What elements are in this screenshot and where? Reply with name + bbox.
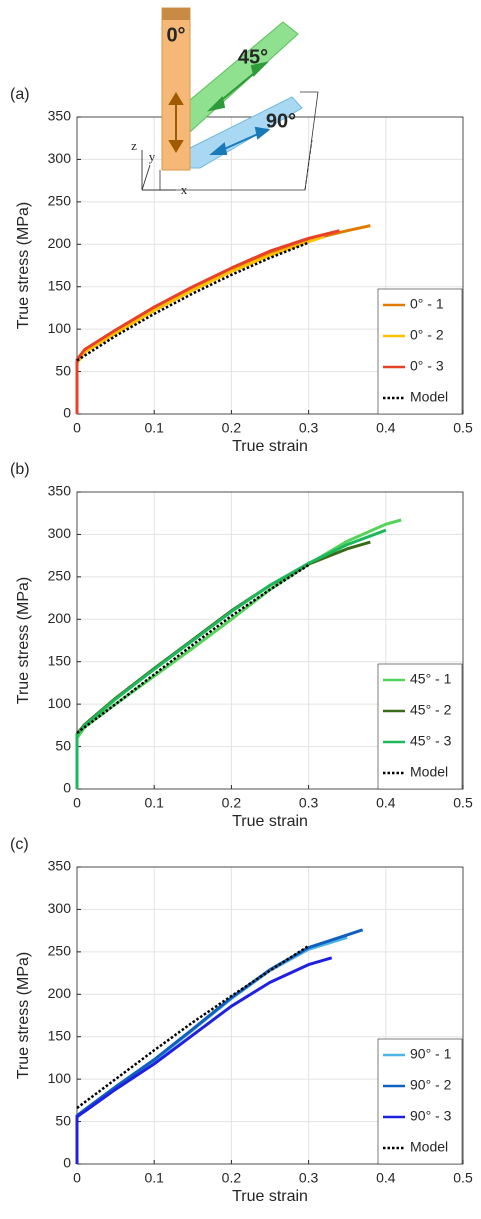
legend: 90° - 1 90° - 2 90° - 3 Model — [377, 1038, 463, 1165]
y-axis-label: True stress (MPa) — [15, 952, 32, 1079]
bar-0-top — [162, 8, 190, 20]
x-tick-label: 0.5 — [453, 420, 473, 436]
legend-label: Model — [410, 389, 448, 405]
legend-label: 90° - 3 — [410, 1108, 452, 1124]
legend-label: Model — [410, 1139, 448, 1155]
y-tick-label: 200 — [48, 985, 72, 1001]
y-tick-label: 150 — [48, 1027, 72, 1043]
legend: 45° - 1 45° - 2 45° - 3 Model — [377, 663, 463, 790]
x-tick-label: 0 — [73, 795, 81, 811]
series-line — [76, 241, 310, 362]
legend: 0° - 1 0° - 2 0° - 3 Model — [377, 288, 463, 415]
plots: 0 0.1 0.2 0.3 0.4 0.5 0 50 100 150 200 250 300 350 Tru… — [10, 86, 473, 1205]
y-tick-label: 300 — [48, 525, 72, 541]
series-line — [76, 944, 310, 1109]
x-tick-label: 0.2 — [222, 1170, 242, 1186]
arrow-45 — [206, 61, 270, 112]
inset-label: x — [181, 182, 188, 197]
legend-label: 0° - 2 — [410, 327, 444, 343]
subplot: 0 0.1 0.2 0.3 0.4 0.5 0 50 100 150 200 250 300 350 Tru… — [10, 836, 473, 1205]
y-axis-label: True stress (MPa) — [15, 202, 32, 329]
x-axis-label: True strain — [232, 1188, 308, 1205]
x-tick-label: 0.1 — [144, 795, 164, 811]
y-tick-label: 350 — [48, 858, 72, 874]
x-axis-label: True strain — [232, 438, 308, 455]
legend-label: 45° - 2 — [410, 702, 452, 718]
legend-label: 90° - 1 — [410, 1046, 452, 1062]
arrow-90 — [209, 126, 271, 155]
x-tick-label: 0.3 — [299, 1170, 319, 1186]
y-axis-label: True stress (MPa) — [15, 577, 32, 704]
x-tick-label: 0.2 — [222, 795, 242, 811]
series-line — [76, 563, 310, 734]
x-tick-label: 0.3 — [299, 420, 319, 436]
y-tick-label: 50 — [55, 737, 71, 753]
legend-box — [377, 1038, 463, 1165]
y-tick-label: 250 — [48, 568, 72, 584]
coord-axes — [141, 150, 176, 191]
y-tick-label: 350 — [48, 483, 72, 499]
x-tick-label: 0.1 — [144, 1170, 164, 1186]
panel-label: (c) — [10, 836, 29, 853]
y-tick-label: 150 — [48, 652, 72, 668]
panel-label: (a) — [10, 86, 30, 103]
x-tick-label: 0 — [73, 420, 81, 436]
y-tick-label: 50 — [55, 362, 71, 378]
x-tick-label: 0.4 — [376, 420, 396, 436]
y-tick-label: 200 — [48, 610, 72, 626]
y-tick-label: 200 — [48, 235, 72, 251]
y-tick-label: 0 — [63, 405, 71, 421]
legend-label: Model — [410, 764, 448, 780]
inset-label: 90° — [266, 110, 296, 132]
y-tick-label: 150 — [48, 277, 72, 293]
y-tick-label: 300 — [48, 150, 72, 166]
y-tick-label: 300 — [48, 900, 72, 916]
y-tick-label: 100 — [48, 695, 72, 711]
subplot: 0 0.1 0.2 0.3 0.4 0.5 0 50 100 150 200 250 300 350 Tru… — [10, 461, 473, 830]
axes-box — [76, 491, 464, 790]
axes-box — [76, 866, 464, 1165]
y-tick-label: 50 — [55, 1112, 71, 1128]
inset-label: 45° — [238, 46, 268, 68]
outline-edge — [304, 139, 313, 191]
subplot: 0 0.1 0.2 0.3 0.4 0.5 0 50 100 150 200 250 300 350 Tru… — [10, 86, 473, 455]
x-tick-label: 0.5 — [453, 1170, 473, 1186]
inset-label: z — [131, 138, 137, 153]
orientation-inset: 0° 45° 90° zy x — [131, 7, 319, 197]
series-line — [75, 229, 340, 414]
legend-box — [377, 663, 463, 790]
y-tick-label: 100 — [48, 320, 72, 336]
legend-label: 45° - 3 — [410, 733, 452, 749]
x-tick-label: 0.3 — [299, 795, 319, 811]
x-tick-label: 0.1 — [144, 420, 164, 436]
legend-label: 0° - 3 — [410, 358, 444, 374]
y-tick-label: 250 — [48, 193, 72, 209]
inset-label: 0° — [166, 24, 185, 46]
x-axis-label: True strain — [232, 813, 308, 830]
panel-label: (b) — [10, 461, 30, 478]
legend-label: 0° - 1 — [410, 296, 444, 312]
x-tick-label: 0.5 — [453, 795, 473, 811]
legend-label: 90° - 2 — [410, 1077, 452, 1093]
y-tick-label: 250 — [48, 943, 72, 959]
legend-label: 45° - 1 — [410, 671, 452, 687]
arrow-0 — [168, 92, 184, 153]
y-tick-label: 0 — [63, 780, 71, 796]
x-tick-label: 0.4 — [376, 795, 396, 811]
x-tick-label: 0.2 — [222, 420, 242, 436]
series-line — [75, 956, 333, 1164]
x-tick-label: 0.4 — [376, 1170, 396, 1186]
y-tick-label: 100 — [48, 1070, 72, 1086]
inset-label: y — [149, 149, 156, 164]
legend-box — [377, 288, 463, 415]
y-tick-label: 350 — [48, 108, 72, 124]
y-tick-label: 0 — [63, 1155, 71, 1171]
x-tick-label: 0 — [73, 1170, 81, 1186]
